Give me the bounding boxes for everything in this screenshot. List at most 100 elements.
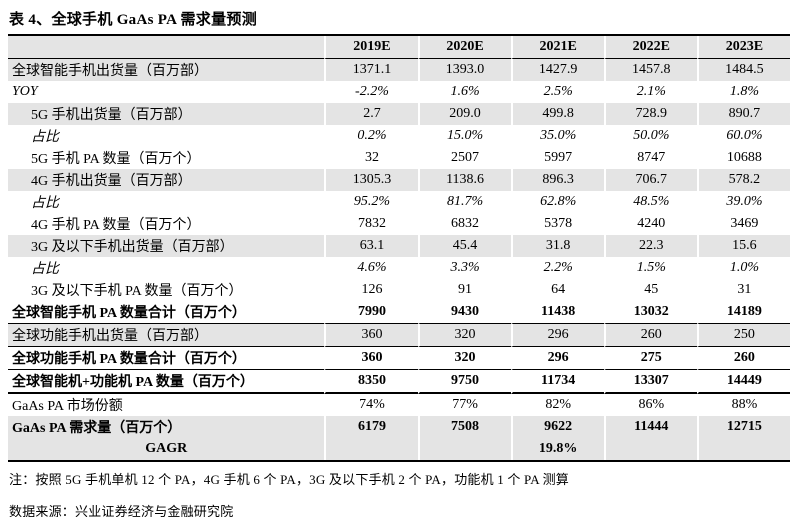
header-cell-year: 2022E [603,36,697,59]
cell-value: 91 [417,279,511,301]
cell-value: 5378 [510,213,604,235]
cell-value: 9750 [417,370,511,394]
forecast-table: 2019E 2020E 2021E 2022E 2023E 全球智能手机出货量（百万部）… [8,34,790,462]
cell-value: 62.8% [510,191,604,213]
cell-value: 7508 [417,416,511,438]
cell-value: 6179 [324,416,418,438]
table-row: 4G 手机 PA 数量（百万个） 7832 6832 5378 4240 3469 [8,213,790,235]
cell-value: 45 [603,279,697,301]
header-cell-empty [8,36,325,59]
row-label: 占比 [31,262,59,277]
cell-value: 3.3% [417,257,511,279]
table-row: 3G 及以下手机 PA 数量（百万个） 126 91 64 45 31 [8,279,790,301]
cell-value: 50.0% [603,125,697,147]
cell-value: 260 [603,324,697,347]
cell-value: 1.6% [417,81,511,103]
cell-value: 32 [324,147,417,169]
cell-value: -2.2% [324,81,417,103]
cell-value: 7990 [324,301,418,324]
cell-value: 12715 [696,416,790,438]
cell-value: 1305.3 [324,169,418,191]
cell-value: 9622 [510,416,604,438]
row-label: 全球智能手机出货量（百万部） [8,59,325,81]
cell-value: 0.2% [324,125,417,147]
cell-value: 14189 [696,301,790,324]
cell-value: 260 [696,347,790,370]
cell-value: 5997 [510,147,604,169]
cell-value: 296 [510,324,604,347]
cell-value: 4.6% [324,257,417,279]
header-cell-year: 2023E [696,36,790,59]
cell-value: 63.1 [324,235,418,257]
row-label: 占比 [31,130,59,145]
cell-value: 13032 [603,301,697,324]
row-label: 全球智能手机 PA 数量合计（百万个） [8,301,325,324]
cell-value: 1393.0 [417,59,511,81]
table-row: GaAs PA 需求量（百万个） 6179 7508 9622 11444 12715 [8,416,790,438]
cell-value: 1.5% [603,257,697,279]
cell-value: 1484.5 [696,59,790,81]
table-row: 5G 手机出货量（百万部） 2.7 209.0 499.8 728.9 890.7 [8,103,790,125]
row-label: GaAs PA 市场份额 [12,399,123,414]
table-row: 全球智能手机 PA 数量合计（百万个） 7990 9430 11438 13032 141… [8,301,790,324]
header-cell-year: 2021E [510,36,604,59]
cell-value [696,438,790,460]
cell-value: 15.6 [696,235,790,257]
row-label: GaAs PA 需求量（百万个） [8,416,325,438]
cell-value: 320 [417,324,511,347]
row-label: 4G 手机出货量（百万部） [8,169,325,191]
cell-value: 39.0% [696,191,790,213]
footnote: 注：按照 5G 手机单机 12 个 PA，4G 手机 6 个 PA，3G 及以下… [9,472,569,487]
table-row: YOY -2.2% 1.6% 2.5% 2.1% 1.8% [8,81,790,103]
cell-value: 578.2 [696,169,790,191]
cell-value: 15.0% [417,125,511,147]
cell-value: 4240 [603,213,697,235]
cell-value: 360 [324,347,418,370]
table-row: 占比 0.2% 15.0% 35.0% 50.0% 60.0% [8,125,790,147]
cell-value: 2.1% [603,81,697,103]
table-row: 4G 手机出货量（百万部） 1305.3 1138.6 896.3 706.7 578.2 [8,169,790,191]
cell-value: 35.0% [510,125,604,147]
cell-value: 6832 [417,213,511,235]
cell-value: 45.4 [417,235,511,257]
cell-value: 60.0% [696,125,790,147]
cell-value: 1.0% [696,257,790,279]
row-label: 3G 及以下手机 PA 数量（百万个） [31,284,243,299]
cell-value: 64 [510,279,604,301]
cell-value: 13307 [603,370,697,394]
row-label: YOY [12,84,38,99]
row-label: 全球功能手机 PA 数量合计（百万个） [8,347,325,370]
cell-value: 1457.8 [603,59,697,81]
cell-value: 1.8% [696,81,790,103]
cell-value: 3469 [696,213,790,235]
cell-value: 296 [510,347,604,370]
cell-value [603,438,697,460]
cell-value: 9430 [417,301,511,324]
cell-value: 10688 [696,147,790,169]
cell-value: 275 [603,347,697,370]
cell-value: 22.3 [603,235,697,257]
table-row: GaAs PA 市场份额 74% 77% 82% 86% 88% [8,394,790,416]
cell-value: 11444 [603,416,697,438]
row-label: 4G 手机 PA 数量（百万个） [31,218,201,233]
cell-value: 896.3 [510,169,604,191]
cell-value: 31.8 [510,235,604,257]
table-row: GAGR 19.8% [8,438,790,460]
header-row: 2019E 2020E 2021E 2022E 2023E [8,36,790,59]
cell-value: 48.5% [603,191,697,213]
data-source: 数据来源：兴业证券经济与金融研究院 [9,504,234,517]
cell-value: 88% [696,394,790,416]
row-label: 占比 [31,196,59,211]
cell-value: 2.5% [510,81,604,103]
cell-value: 728.9 [603,103,697,125]
cell-value: 74% [324,394,417,416]
cell-value: 8350 [324,370,418,394]
cell-value: 2507 [417,147,511,169]
cell-value: 890.7 [696,103,790,125]
table-row: 5G 手机 PA 数量（百万个） 32 2507 5997 8747 10688 [8,147,790,169]
cell-value: 82% [510,394,604,416]
cell-value: 209.0 [417,103,511,125]
table-row: 全球功能手机出货量（百万部） 360 320 296 260 250 [8,324,790,347]
cell-value: 1371.1 [324,59,418,81]
row-label: 5G 手机 PA 数量（百万个） [31,152,201,167]
